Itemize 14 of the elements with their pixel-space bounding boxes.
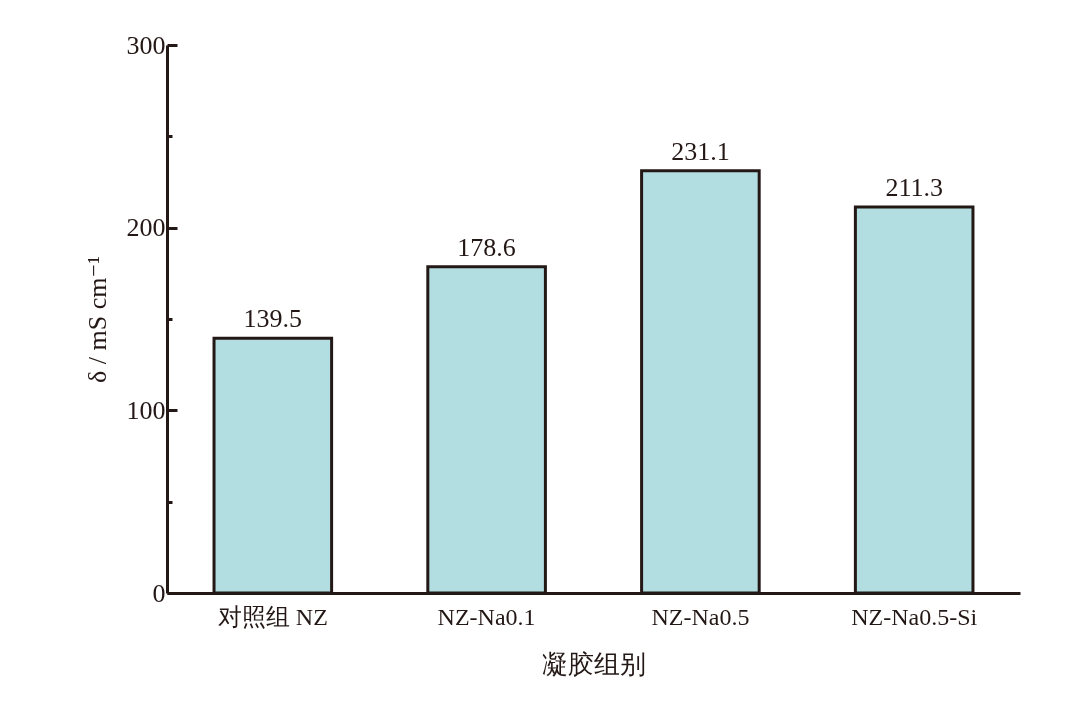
y-tick-label: 300 xyxy=(126,30,166,60)
y-tick-label: 200 xyxy=(126,213,166,243)
x-axis-title: 凝胶组别 xyxy=(542,649,646,679)
x-tick-label: 对照组 NZ xyxy=(217,603,328,630)
data-label: 231.1 xyxy=(671,136,730,166)
data-label: 178.6 xyxy=(457,232,516,262)
y-tick-label: 100 xyxy=(126,395,166,425)
data-label: 139.5 xyxy=(243,304,303,334)
y-axis-title: δ / mS cm⁻¹ xyxy=(82,256,112,383)
x-tick-label: NZ-Na0.1 xyxy=(437,603,536,630)
x-tick-label: NZ-Na0.5-Si xyxy=(851,603,978,630)
data-label: 211.3 xyxy=(885,173,943,203)
y-tick-label: 0 xyxy=(152,578,166,608)
x-tick-label: NZ-Na0.5 xyxy=(651,603,750,630)
